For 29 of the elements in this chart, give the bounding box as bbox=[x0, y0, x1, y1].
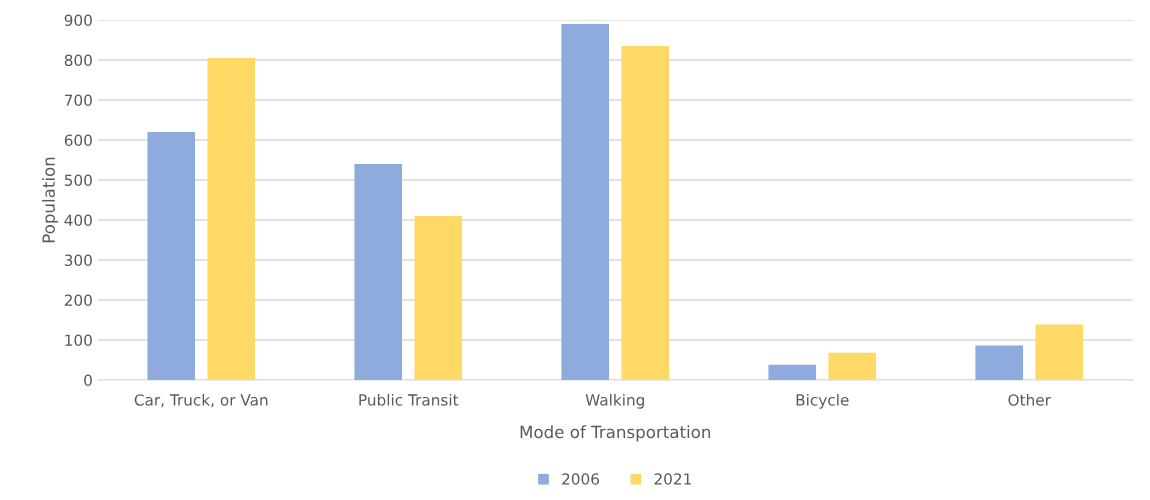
bar bbox=[621, 46, 670, 380]
bar bbox=[975, 345, 1024, 380]
x-tick-label: Public Transit bbox=[359, 393, 459, 406]
y-axis-title: Population bbox=[42, 157, 59, 243]
x-tick-label: Bicycle bbox=[796, 393, 849, 409]
bar bbox=[561, 24, 610, 380]
y-tick-label: 300 bbox=[64, 254, 92, 267]
legend-label: 2006 bbox=[562, 473, 600, 485]
bar bbox=[828, 352, 877, 380]
bar bbox=[207, 58, 256, 380]
y-tick-label: 800 bbox=[64, 54, 92, 67]
bar bbox=[354, 164, 403, 380]
y-tick-label: 600 bbox=[64, 134, 92, 147]
y-tick-label: 400 bbox=[64, 214, 92, 227]
bar bbox=[1035, 324, 1084, 380]
x-axis-title: Mode of Transportation bbox=[520, 425, 711, 442]
x-tick-label: Other bbox=[1008, 393, 1051, 406]
bar bbox=[147, 132, 196, 380]
x-tick-label: Walking bbox=[585, 393, 644, 409]
x-tick-label: Car, Truck, or Van bbox=[134, 393, 268, 408]
bar bbox=[768, 364, 817, 380]
y-tick-label: 100 bbox=[65, 334, 92, 347]
y-tick-label: 0 bbox=[84, 374, 92, 387]
bar bbox=[414, 216, 463, 380]
y-tick-label: 900 bbox=[64, 14, 92, 27]
y-tick-label: 200 bbox=[64, 294, 92, 307]
y-tick-label: 500 bbox=[64, 174, 92, 187]
y-tick-label: 700 bbox=[64, 94, 92, 107]
legend-label: 2021 bbox=[654, 473, 691, 485]
